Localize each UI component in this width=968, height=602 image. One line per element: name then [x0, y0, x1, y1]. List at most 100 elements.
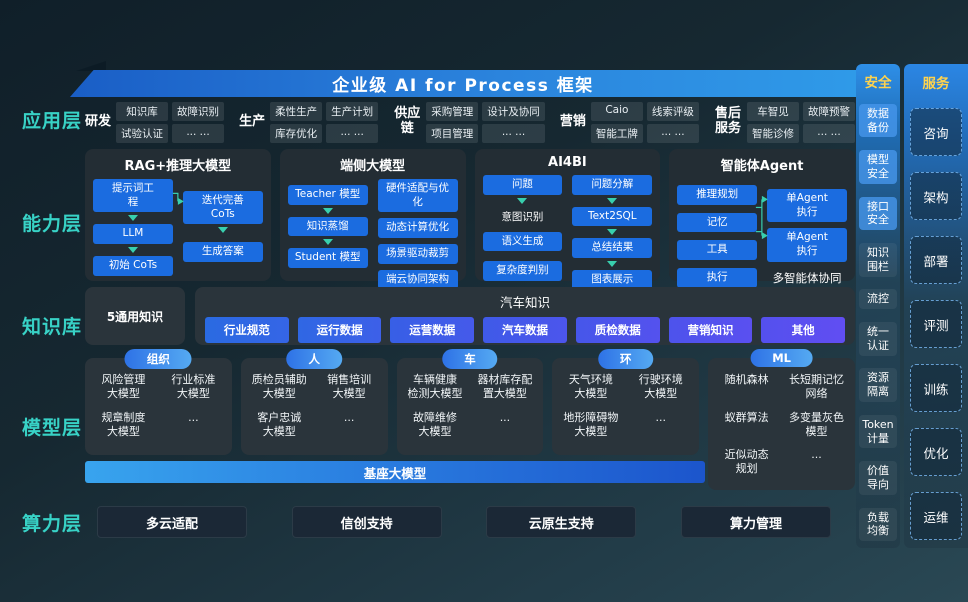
cap-box-title: 端侧大模型 — [340, 159, 406, 174]
service-item: 运维 — [910, 492, 962, 540]
knowledge-chip: 营销知识 — [668, 317, 753, 343]
model-group-environment: 环 天气环境 大模型 行驶环境 大模型 地形障碍物 大模型 ... — [552, 349, 700, 455]
model-item-more: ... — [188, 410, 199, 424]
model-group-vehicle: 车 车辆健康 检测大模型 器材库存配 置大模型 故障维修 大模型 ... — [396, 349, 544, 455]
layer-label-capability: 能力层 — [22, 213, 83, 235]
arrow-down-icon — [607, 260, 618, 267]
app-chip: 智能诊修 — [746, 123, 799, 143]
arrow-down-icon — [517, 197, 528, 204]
security-item: 知识 围栏 — [859, 243, 897, 277]
knowledge-chip: 其他 — [761, 317, 846, 343]
model-item: 故障维修 大模型 — [413, 410, 458, 438]
model-item: 多变量灰色 模型 — [789, 410, 845, 438]
app-chip: 故障预警 — [802, 101, 855, 121]
knowledge-chip: 运营数据 — [390, 317, 475, 343]
model-item: 蚁群算法 — [724, 410, 769, 424]
security-item: Token 计量 — [859, 414, 897, 449]
knowledge-chip-row: 行业规范 运行数据 运营数据 汽车数据 质检数据 营销知识 其他 — [205, 317, 846, 343]
node-tools: 工具 — [677, 240, 758, 260]
model-group-pill: 人 — [286, 349, 342, 369]
app-group-production: 生产 柔性生产 生产计划 库存优化 ... ... — [239, 101, 379, 143]
node-scene-pruning: 场景驱动裁剪 — [377, 243, 458, 264]
model-item: 行业标准 大模型 — [171, 373, 216, 401]
capability-layer-row: RAG+推理大模型 提示词工 程 LLM 初始 CoTs 迭代完善 CoTs 生… — [85, 149, 855, 290]
model-item: 行驶环境 大模型 — [638, 373, 683, 401]
compute-item-xinchuang: 信创支持 — [291, 506, 442, 538]
service-item: 训练 — [910, 364, 962, 412]
node-reasoning-planning: 推理规划 — [677, 185, 758, 205]
app-chip: 线索评级 — [646, 101, 699, 121]
app-chip: ... ... — [172, 123, 225, 143]
app-group-marketing: 营销 Caio 线索评级 智能工牌 ... ... — [559, 101, 699, 143]
app-chip: 故障识别 — [172, 101, 225, 121]
app-chip: 设计及协同 — [482, 101, 545, 121]
app-chip: 车智见 — [746, 101, 799, 121]
app-chip-grid: 知识库 故障识别 试验认证 ... ... — [116, 101, 225, 143]
model-item-more: ... — [655, 410, 666, 424]
arrow-down-icon — [607, 229, 618, 236]
knowledge-chip: 质检数据 — [575, 317, 660, 343]
app-chip: ... ... — [326, 123, 379, 143]
model-item: 质检员辅助 大模型 — [251, 373, 307, 401]
security-sidebar: 安全 数据 备份 模型 安全 接口 安全 知识 围栏 流控 统一 认证 资源 隔… — [856, 64, 900, 548]
security-item: 流控 — [859, 289, 897, 310]
cap-box-title: RAG+推理大模型 — [124, 159, 232, 174]
app-chip-grid: Caio 线索评级 智能工牌 ... ... — [590, 101, 699, 143]
model-item: 近似动态 规划 — [724, 448, 769, 476]
node-edge-cloud-arch: 端云协同架构 — [377, 269, 458, 290]
model-group-person: 人 质检员辅助 大模型 销售培训 大模型 客户忠诚 大模型 ... — [240, 349, 388, 455]
app-group-aftersales: 售后服务 车智见 故障预警 智能诊修 ... ... — [714, 101, 855, 143]
model-group-pill: ML — [750, 349, 813, 367]
model-item: 长短期记忆 网络 — [789, 373, 845, 401]
node-single-agent-exec: 单Agent 执行 — [767, 228, 847, 262]
service-item: 架构 — [910, 172, 962, 220]
knowledge-chip: 行业规范 — [205, 317, 289, 343]
app-chip: 项目管理 — [426, 123, 479, 143]
app-chip: 生产计划 — [326, 101, 379, 121]
service-item: 评测 — [910, 300, 962, 348]
security-item: 负载 均衡 — [859, 507, 897, 541]
node-prompt-engineering: 提示词工 程 — [93, 179, 173, 213]
service-item: 优化 — [910, 428, 962, 476]
node-memory: 记忆 — [677, 212, 758, 233]
app-chip: 柔性生产 — [270, 101, 323, 121]
model-item-more: ... — [499, 410, 511, 424]
node-text2sql: Text2SQL — [572, 206, 653, 227]
node-complexity-judge: 复杂度判别 — [482, 261, 563, 281]
app-group-label: 供应链 — [394, 106, 421, 136]
node-student-model: Student 模型 — [287, 248, 368, 268]
node-initial-cots: 初始 CoTs — [93, 255, 173, 276]
app-chip: 采购管理 — [426, 101, 479, 121]
cap-box-agent: 智能体Agent 推理规划 记忆 工具 执行 单Agent 执行 单Agent … — [669, 149, 855, 288]
app-chip-grid: 柔性生产 生产计划 库存优化 ... ... — [270, 101, 379, 143]
model-item: 器材库存配 置大模型 — [477, 373, 533, 401]
node-execution: 执行 — [677, 267, 758, 288]
model-group-pill: 车 — [442, 349, 498, 369]
security-item: 数据 备份 — [859, 103, 897, 138]
app-group-supply-chain: 供应链 采购管理 设计及协同 项目管理 ... ... — [393, 101, 545, 143]
compute-item-management: 算力管理 — [680, 506, 831, 538]
knowledge-chip: 运行数据 — [297, 317, 382, 343]
node-iterate-cots: 迭代完善 CoTs — [182, 191, 263, 225]
app-group-label: 售后服务 — [714, 106, 741, 136]
general-knowledge-box: 5通用知识 — [85, 287, 185, 345]
automotive-knowledge-box: 汽车知识 行业规范 运行数据 运营数据 汽车数据 质检数据 营销知识 其他 — [195, 287, 855, 345]
compute-item-multicloud: 多云适配 — [97, 506, 247, 538]
app-group-label: 研发 — [85, 113, 112, 129]
app-chip-grid: 采购管理 设计及协同 项目管理 ... ... — [426, 101, 545, 143]
model-group-pill: 环 — [598, 349, 654, 369]
app-group-label: 生产 — [239, 113, 266, 129]
arrow-down-icon — [127, 246, 138, 253]
layer-label-model: 模型层 — [22, 417, 83, 439]
arrow-down-icon — [607, 197, 618, 204]
app-group-label: 营销 — [559, 113, 586, 129]
cap-box-rag: RAG+推理大模型 提示词工 程 LLM 初始 CoTs 迭代完善 CoTs 生… — [85, 149, 271, 281]
compute-layer-row: 多云适配 信创支持 云原生支持 算力管理 — [97, 506, 831, 538]
compute-item-cloudnative: 云原生支持 — [486, 506, 637, 538]
node-teacher-model: Teacher 模型 — [287, 185, 368, 205]
arrow-down-icon — [127, 215, 138, 222]
cap-box-edge-model: 端侧大模型 Teacher 模型 知识蒸馏 Student 模型 硬件适配与优 … — [279, 149, 466, 290]
app-chip: ... ... — [482, 123, 545, 143]
model-item: 销售培训 大模型 — [327, 373, 372, 401]
